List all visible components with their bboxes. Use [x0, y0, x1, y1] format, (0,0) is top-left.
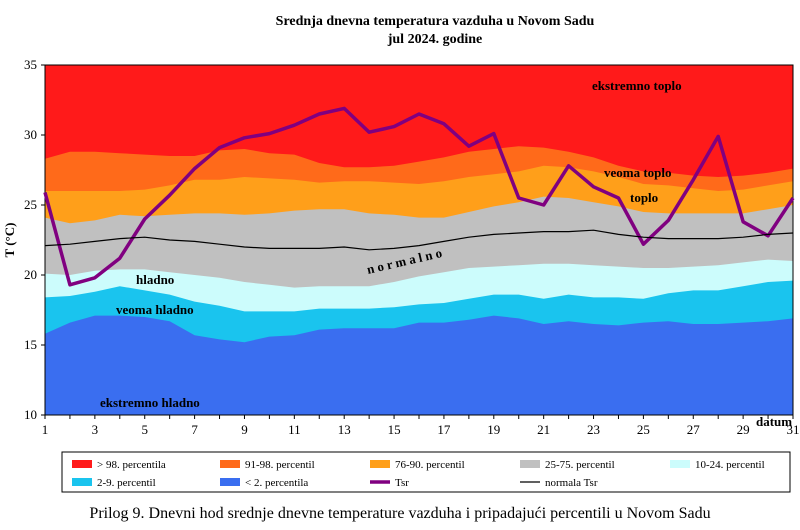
y-tick-label: 20 [24, 267, 37, 282]
x-tick-label: 3 [92, 422, 99, 437]
x-tick-label: 9 [241, 422, 248, 437]
legend-label: normala Tsr [545, 477, 598, 489]
zone-label-ekstremno-toplo: ekstremno toplo [592, 78, 682, 93]
zone-label-veoma-hladno: veoma hladno [116, 302, 194, 317]
x-tick-label: 19 [487, 422, 500, 437]
x-tick-label: 23 [587, 422, 600, 437]
percentile-bands [45, 65, 793, 415]
legend-swatch [520, 460, 540, 468]
y-tick-label: 15 [24, 337, 37, 352]
legend-swatch [220, 460, 240, 468]
legend-label: 25-75. percentil [545, 459, 615, 471]
legend-label: 91-98. percentil [245, 459, 315, 471]
chart-subtitle: jul 2024. godine [387, 32, 483, 47]
y-tick-label: 30 [24, 127, 37, 142]
chart-title: Srednja dnevna temperatura vazduha u Nov… [276, 14, 595, 29]
legend-box [61, 451, 791, 493]
y-axis-label: T (°C) [2, 223, 17, 258]
x-tick-label: 7 [191, 422, 198, 437]
y-tick-label: 10 [24, 407, 37, 422]
x-tick-label: 11 [288, 422, 301, 437]
x-tick-label: 25 [637, 422, 650, 437]
tsr-line [43, 106, 795, 287]
band-6 [45, 315, 793, 415]
legend-swatch [72, 478, 92, 486]
legend-label: 2-9. percentil [97, 477, 156, 489]
legend-label: < 2. percentila [245, 477, 308, 489]
x-tick-label: 15 [388, 422, 401, 437]
legend-swatch [670, 460, 690, 468]
y-tick-label: 25 [24, 197, 37, 212]
normala-line [44, 229, 794, 251]
x-tick-label: 29 [737, 422, 750, 437]
x-tick-label: 17 [437, 422, 451, 437]
x-axis-label: datum [756, 414, 792, 429]
x-tick-label: 27 [687, 422, 701, 437]
legend-swatch [72, 460, 92, 468]
figure-caption: Prilog 9. Dnevni hod srednje dnevne temp… [89, 505, 711, 522]
series-lines [43, 106, 795, 287]
legend-label: 10-24. percentil [695, 459, 765, 471]
temperature-chart: Srednja dnevna temperatura vazduha u Nov… [2, 14, 800, 493]
zone-label-hladno: hladno [136, 272, 174, 287]
legend-swatch [370, 460, 390, 468]
legend-label: 76-90. percentil [395, 459, 465, 471]
zone-label-toplo: toplo [630, 190, 658, 205]
x-tick-label: 1 [42, 422, 49, 437]
legend-swatch [220, 478, 240, 486]
legend-label: > 98. percentila [97, 459, 166, 471]
legend-label: Tsr [395, 477, 409, 489]
zone-label-veoma-toplo: veoma toplo [604, 165, 672, 180]
legend: > 98. percentila 91-98. percentil 76-90. p… [61, 451, 791, 493]
x-tick-label: 13 [338, 422, 351, 437]
y-tick-label: 35 [24, 57, 37, 72]
zone-label-ekstremno-hladno: ekstremno hladno [100, 395, 200, 410]
x-tick-label: 21 [537, 422, 550, 437]
x-tick-label: 31 [787, 422, 800, 437]
x-tick-label: 5 [141, 422, 148, 437]
